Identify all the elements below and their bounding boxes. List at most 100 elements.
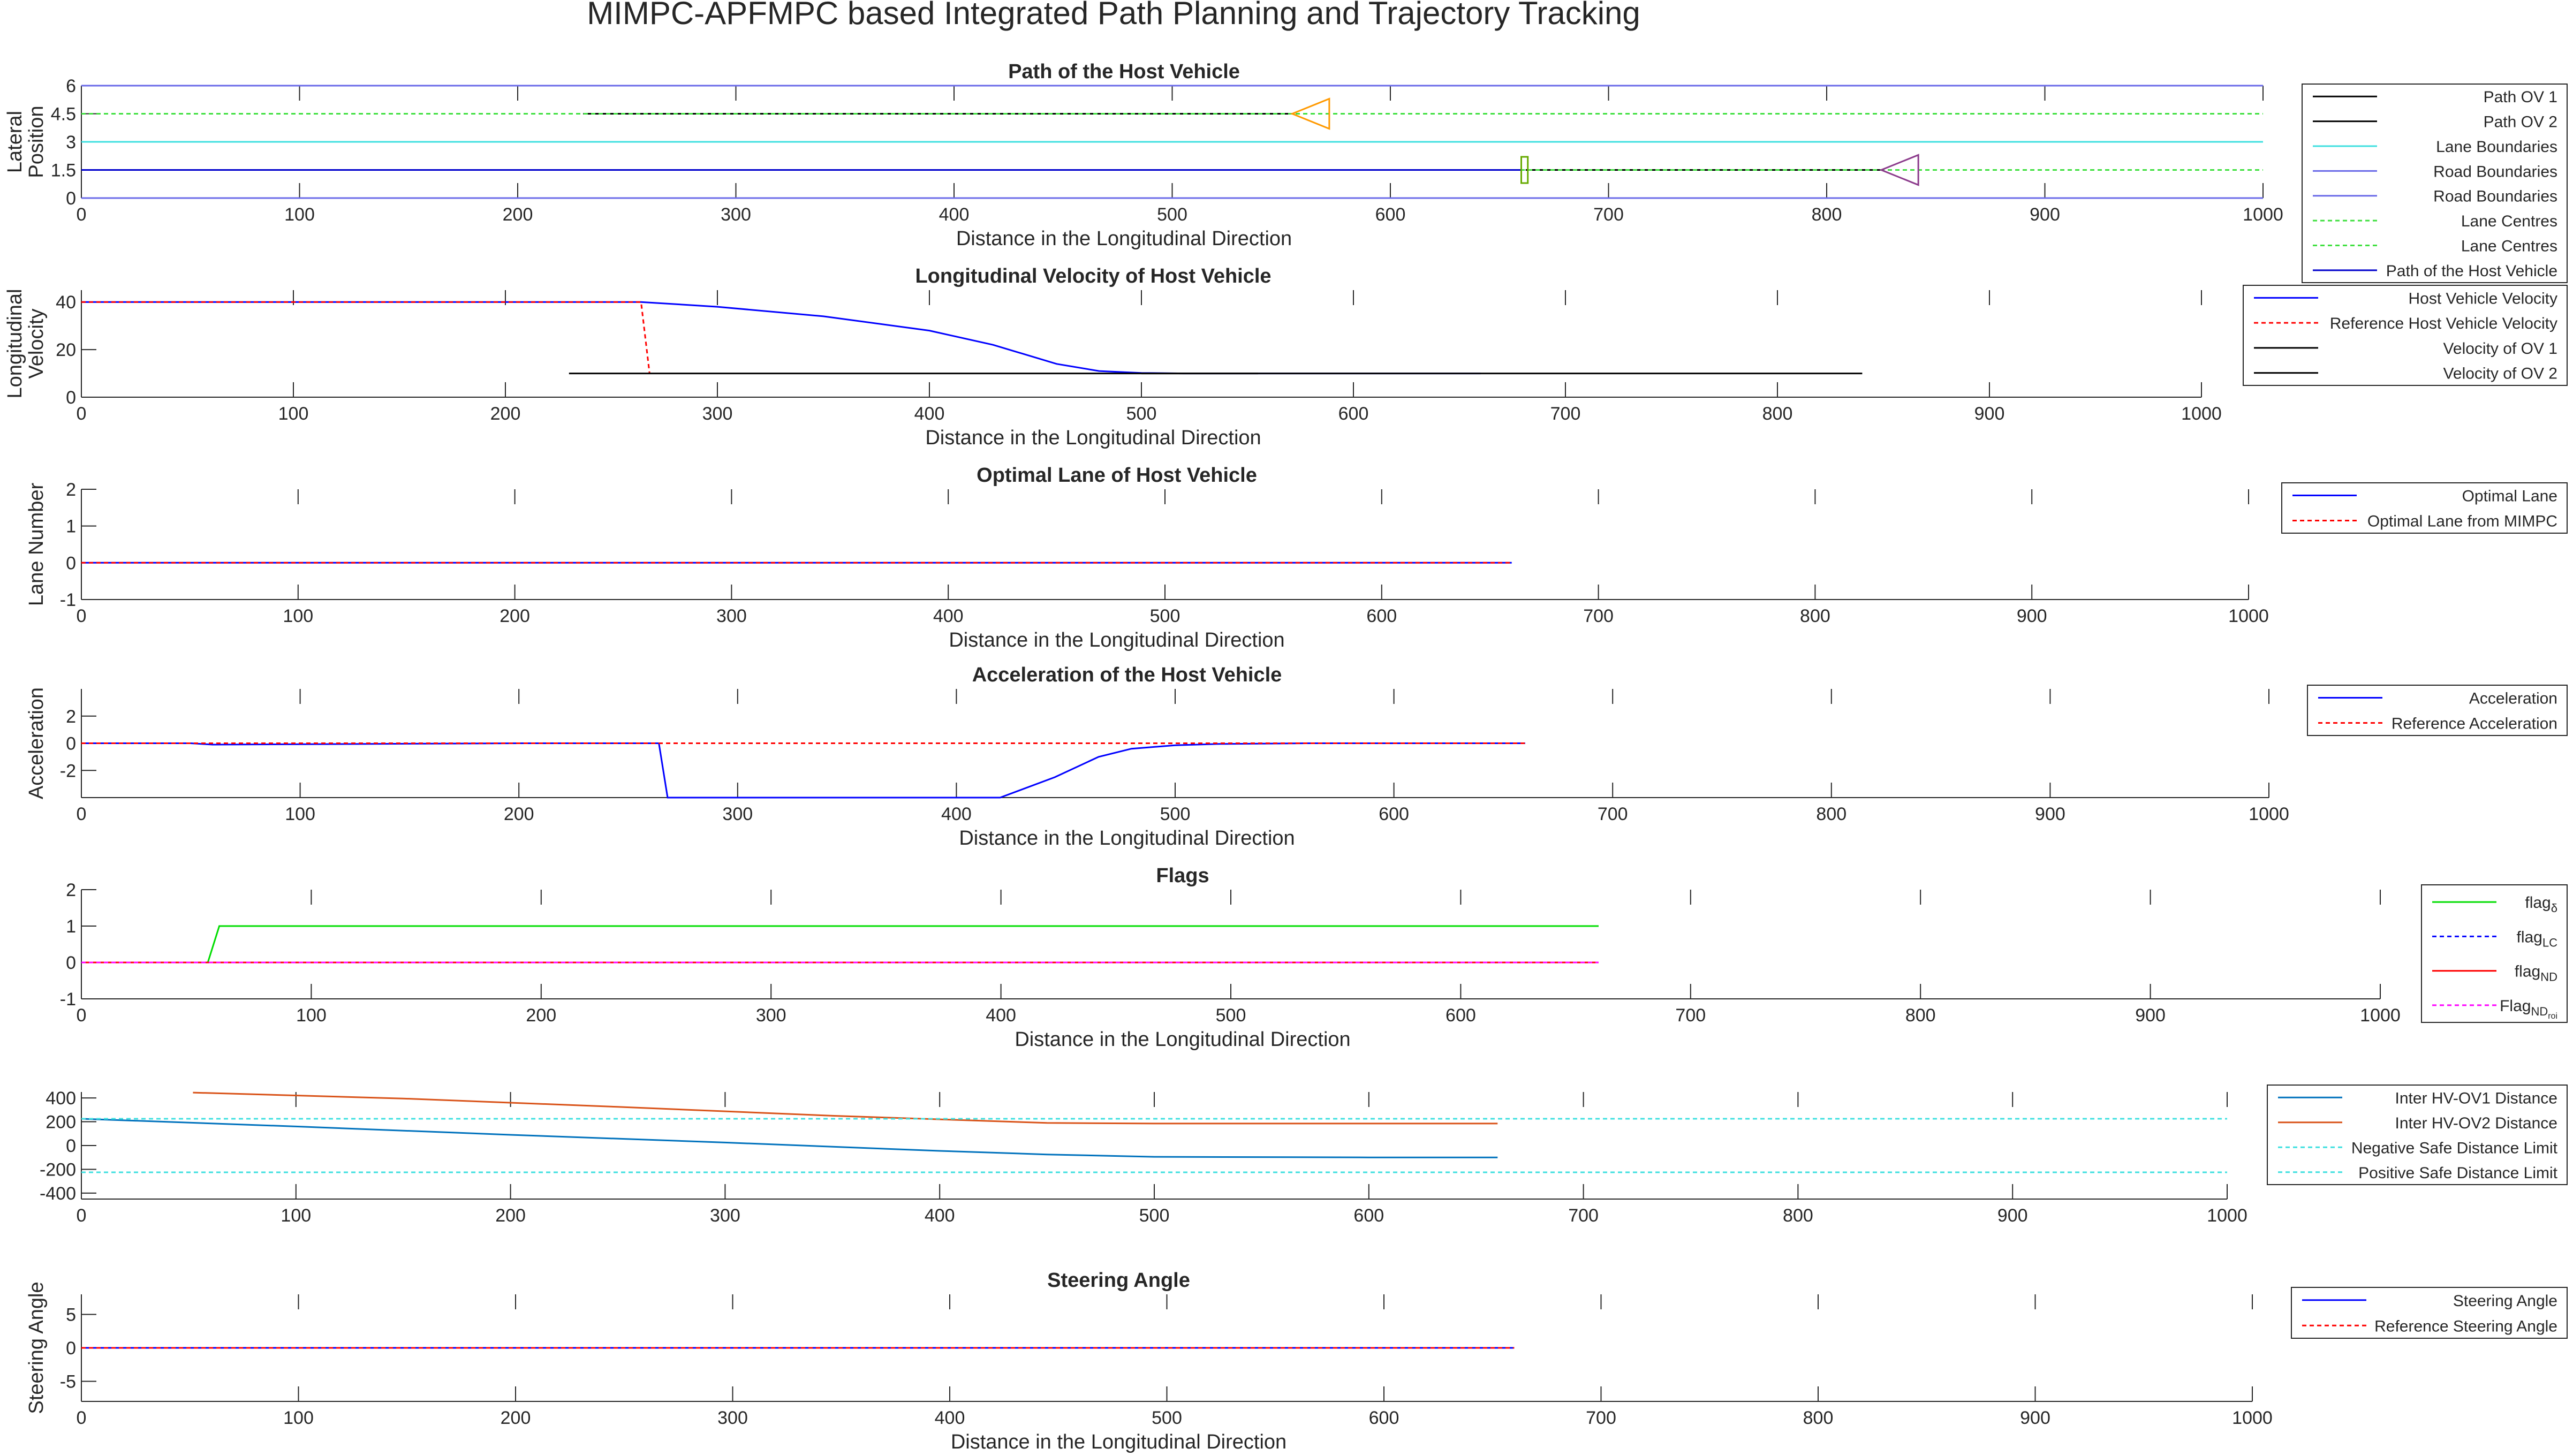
x-tick-label: 400 [941, 804, 972, 824]
x-tick-label: 1000 [2249, 804, 2289, 824]
x-tick-label: 200 [504, 804, 534, 824]
figure-title: MIMPC-APFMPC based Integrated Path Plann… [587, 0, 1640, 31]
x-tick-label: 800 [1762, 404, 1793, 424]
y-tick-label: 0 [66, 188, 76, 209]
legend: Inter HV-OV1 Distance Inter HV-OV2 Distan… [2267, 1085, 2568, 1185]
legend-label: Optimal Lane from MIMPC [2367, 513, 2557, 530]
x-tick-label: 200 [503, 204, 533, 225]
series-line [81, 925, 1599, 964]
y-tick-label: -400 [40, 1184, 76, 1204]
x-tick-label: 200 [490, 404, 521, 424]
x-tick-label: 0 [77, 606, 87, 626]
chart-title: Flags [1156, 864, 1209, 887]
y-tick-label: 2 [66, 880, 76, 900]
legend-label: Steering Angle [2453, 1292, 2557, 1310]
x-tick-label: 600 [1379, 804, 1409, 824]
plots-container: 0 100 200 300 400 500 600 700 800 900 100001.534.5… [4, 60, 2568, 1453]
x-tick-label: 0 [77, 204, 87, 225]
x-tick-label: 800 [1812, 204, 1842, 225]
legend-label: Velocity of OV 2 [2443, 365, 2557, 383]
x-tick-label: 0 [77, 1005, 87, 1026]
series-line [81, 742, 1525, 799]
x-axis-label: Distance in the Longitudinal Direction [1015, 1028, 1350, 1051]
x-tick-label: 1000 [2181, 404, 2222, 424]
x-tick-label: 900 [2017, 606, 2047, 626]
chart-panel: 0 100 200 300 400 500 600 700 800 900 1000-1012Opt… [25, 464, 2568, 651]
x-tick-label: 1000 [2228, 606, 2269, 626]
y-tick-label: -200 [40, 1159, 76, 1180]
x-tick-label: 700 [1593, 204, 1624, 225]
legend-label: Road Boundaries [2433, 188, 2557, 206]
y-tick-label: 0 [66, 388, 76, 408]
chart-panel: 0 100 200 300 400 500 600 700 800 900 1000-505Stee… [25, 1269, 2568, 1453]
y-tick-label: 0 [66, 1338, 76, 1359]
x-tick-label: 200 [526, 1005, 556, 1026]
x-tick-label: 800 [1816, 804, 1846, 824]
x-tick-label: 0 [77, 1408, 87, 1428]
x-tick-label: 800 [1783, 1205, 1813, 1226]
chart-title: Optimal Lane of Host Vehicle [977, 464, 1257, 487]
legend-box [2281, 482, 2568, 534]
legend-label: Negative Safe Distance Limit [2351, 1139, 2558, 1157]
chart-panel: 0 100 200 300 400 500 600 700 800 900 1000 0 1.5 3 4.5… [4, 60, 2568, 283]
legend-label: Acceleration [2469, 690, 2557, 708]
x-tick-label: 300 [702, 404, 733, 424]
legend-label: Lane Centres [2461, 213, 2557, 230]
legend-subscript: LC [2542, 936, 2557, 949]
legend-label: Optimal Lane [2462, 488, 2557, 505]
legend-label: Positive Safe Distance Limit [2358, 1164, 2557, 1182]
x-tick-label: 900 [2035, 804, 2065, 824]
x-tick-label: 100 [278, 404, 309, 424]
x-tick-label: 800 [1803, 1408, 1834, 1428]
x-tick-label: 300 [710, 1205, 740, 1226]
x-axis-label: Distance in the Longitudinal Direction [956, 228, 1292, 250]
legend: Host Vehicle Velocity Reference Host Vehi… [2243, 285, 2568, 386]
x-tick-label: 100 [281, 1205, 311, 1226]
x-tick-label: 200 [500, 606, 530, 626]
x-tick-label: 600 [1338, 404, 1369, 424]
y-axis-label: Longitudinal [4, 289, 26, 399]
x-tick-label: 100 [283, 606, 313, 626]
x-tick-label: 900 [2030, 204, 2060, 225]
x-tick-label: 300 [722, 804, 753, 824]
legend-label: flagLC [2517, 928, 2558, 949]
legend-box [2243, 285, 2568, 386]
x-tick-label: 700 [1598, 804, 1628, 824]
x-tick-label: 400 [986, 1005, 1016, 1026]
y-tick-label: 0 [66, 553, 76, 573]
legend-box [2307, 685, 2568, 736]
x-tick-label: 500 [1152, 1408, 1182, 1428]
x-tick-label: 100 [296, 1005, 327, 1026]
x-tick-label: 300 [721, 204, 751, 225]
legend: Optimal Lane Optimal Lane from MIMPC [2281, 482, 2568, 534]
legend-label: Reference Acceleration [2392, 715, 2557, 733]
x-tick-label: 300 [716, 606, 747, 626]
legend-subscript: roi [2548, 1012, 2557, 1021]
y-tick-label: 2 [66, 707, 76, 727]
y-tick-label: -1 [60, 989, 76, 1010]
x-tick-label: 100 [283, 1408, 314, 1428]
legend-subscript: ND [2540, 970, 2557, 984]
x-axis-label: Distance in the Longitudinal Direction [959, 827, 1295, 850]
legend-label: Velocity of OV 1 [2443, 340, 2557, 358]
y-tick-label: 400 [46, 1088, 76, 1109]
x-tick-label: 700 [1583, 606, 1614, 626]
y-tick-label: -2 [60, 761, 76, 781]
x-tick-label: 800 [1800, 606, 1830, 626]
x-tick-label: 500 [1157, 204, 1187, 225]
y-tick-label: 2 [66, 480, 76, 500]
x-tick-label: 900 [1997, 1205, 2028, 1226]
y-tick-label: 0 [66, 1136, 76, 1156]
y-tick-label: 5 [66, 1305, 76, 1325]
chart-title: Path of the Host Vehicle [1008, 60, 1240, 83]
y-tick-label: 3 [66, 132, 76, 153]
x-tick-label: 900 [2020, 1408, 2050, 1428]
vehicle-marker [1520, 156, 1529, 184]
legend-label: Path of the Host Vehicle [2386, 262, 2557, 280]
x-tick-label: 600 [1366, 606, 1397, 626]
legend-label: Lane Boundaries [2436, 138, 2557, 156]
x-axis-label: Distance in the Longitudinal Direction [951, 1431, 1286, 1453]
y-axis-label: Lane Number [25, 483, 48, 606]
chart-title: Steering Angle [1047, 1269, 1190, 1292]
